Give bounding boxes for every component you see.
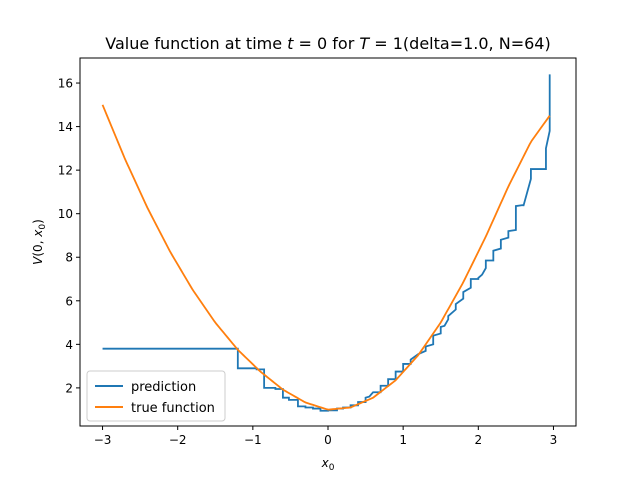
x-tick-label: 1: [399, 433, 407, 447]
chart-title: Value function at time t = 0 for T = 1(d…: [105, 34, 550, 53]
y-tick-label: 8: [65, 251, 73, 265]
x-tick-label: −2: [169, 433, 187, 447]
y-tick-label: 2: [65, 381, 73, 395]
legend: prediction true function: [86, 370, 226, 422]
y-tick-label: 16: [58, 77, 73, 91]
x-tick-label: −1: [244, 433, 262, 447]
y-tick-label: 14: [58, 120, 73, 134]
y-tick-label: 6: [65, 294, 73, 308]
y-tick-label: 12: [58, 164, 73, 178]
x-tick-label: −3: [94, 433, 112, 447]
y-tick-label: 4: [65, 338, 73, 352]
series-line-prediction: [102, 74, 551, 412]
x-tick-label: 2: [474, 433, 482, 447]
series-layer: [101, 74, 551, 412]
legend-box: [86, 370, 226, 422]
y-axis-ticks: 2 4 6 8 10 12 14 16: [58, 77, 80, 395]
x-tick-label: 3: [550, 433, 558, 447]
legend-label-true-function: true function: [131, 401, 215, 416]
legend-label-prediction: prediction: [131, 380, 196, 395]
x-axis-ticks: −3 −2 −1 0 1 2 3: [94, 426, 558, 447]
y-axis-label: V(0, x0): [31, 219, 48, 265]
y-tick-label: 10: [58, 207, 73, 221]
series-line-true-function: [101, 104, 551, 411]
x-axis-label: x0: [321, 456, 335, 473]
x-tick-label: 0: [324, 433, 332, 447]
